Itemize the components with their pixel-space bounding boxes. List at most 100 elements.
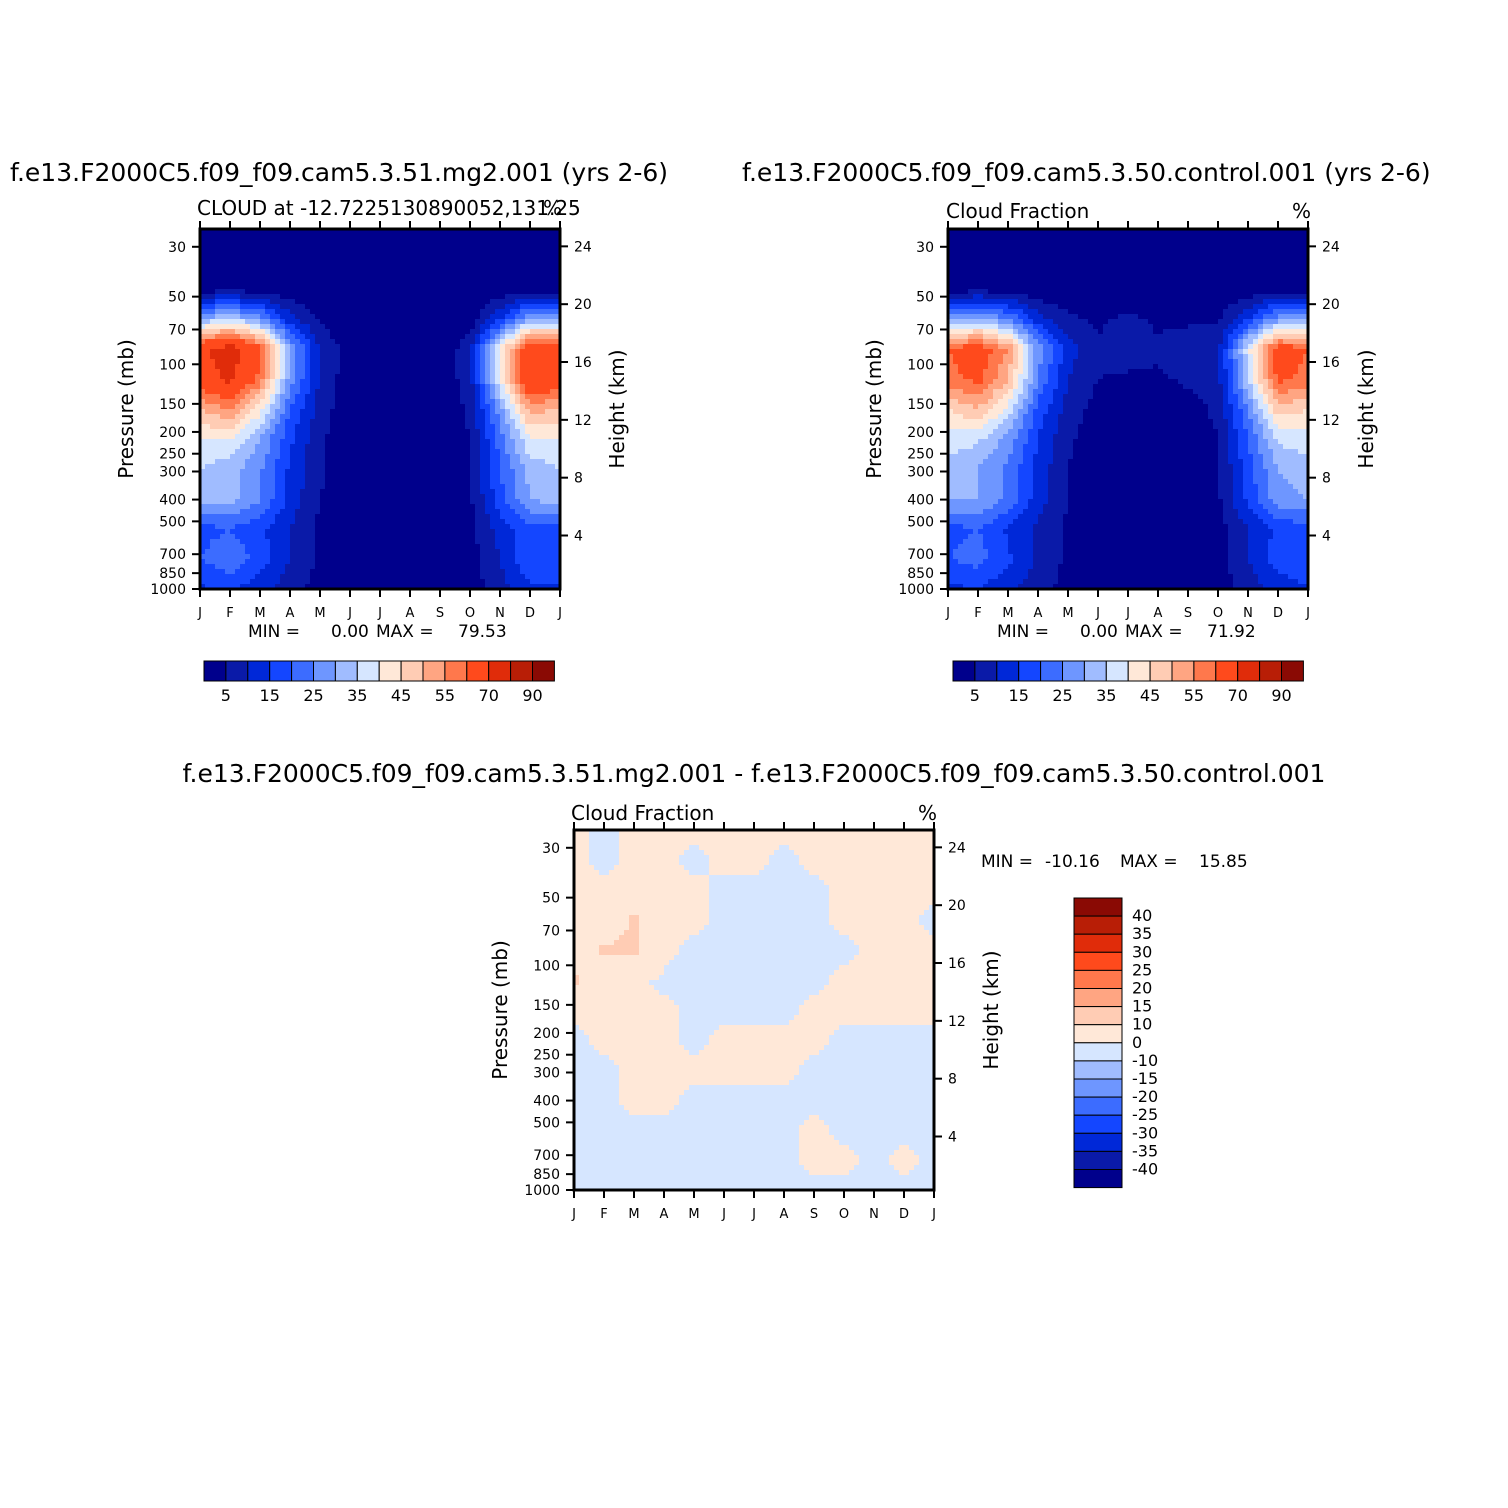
contour-cell	[490, 389, 496, 395]
contour-cell	[510, 234, 516, 240]
contour-cell	[345, 554, 351, 560]
contour-cell	[210, 429, 216, 435]
contour-cell	[290, 479, 296, 485]
contour-cell	[500, 309, 506, 315]
contour-cell	[350, 339, 356, 345]
contour-cell	[495, 459, 501, 465]
contour-cell	[540, 244, 546, 250]
contour-cell	[405, 464, 411, 470]
contour-cell	[530, 339, 536, 345]
contour-cell	[440, 409, 446, 415]
contour-cell	[365, 379, 371, 385]
contour-cell	[335, 394, 341, 400]
contour-cell	[245, 519, 251, 525]
contour-cell	[525, 464, 531, 470]
contour-cell	[365, 539, 371, 545]
contour-cell	[225, 259, 231, 265]
contour-cell	[495, 379, 501, 385]
contour-cell	[480, 469, 486, 475]
contour-cell	[440, 534, 446, 540]
contour-cell	[290, 374, 296, 380]
contour-cell	[280, 569, 286, 575]
contour-cell	[530, 514, 536, 520]
contour-cell	[520, 544, 526, 550]
contour-cell	[490, 524, 496, 530]
contour-cell	[425, 249, 431, 255]
contour-cell	[395, 284, 401, 290]
contour-cell	[380, 314, 386, 320]
contour-cell	[380, 559, 386, 565]
contour-cell	[525, 314, 531, 320]
contour-cell	[375, 399, 381, 405]
contour-cell	[230, 489, 236, 495]
contour-cell	[225, 414, 231, 420]
contour-cell	[245, 404, 251, 410]
contour-cell	[255, 404, 261, 410]
contour-cell	[485, 554, 491, 560]
contour-cell	[290, 519, 296, 525]
contour-cell	[225, 239, 231, 245]
contour-cell	[215, 364, 221, 370]
contour-cell	[375, 229, 381, 235]
contour-cell	[385, 454, 391, 460]
contour-cell	[310, 269, 316, 275]
contour-cell	[220, 419, 226, 425]
contour-cell	[285, 284, 291, 290]
contour-cell	[545, 299, 551, 305]
contour-cell	[225, 394, 231, 400]
contour-cell	[275, 559, 281, 565]
contour-cell	[340, 444, 346, 450]
contour-cell	[330, 229, 336, 235]
contour-cell	[300, 294, 306, 300]
contour-cell	[500, 434, 506, 440]
contour-cell	[225, 519, 231, 525]
contour-cell	[260, 254, 266, 260]
contour-cell	[350, 359, 356, 365]
contour-cell	[375, 269, 381, 275]
contour-cell	[200, 324, 206, 330]
contour-cell	[320, 484, 326, 490]
contour-cell	[390, 514, 396, 520]
contour-cell	[335, 279, 341, 285]
contour-cell	[225, 564, 231, 570]
contour-cell	[440, 569, 446, 575]
contour-cell	[470, 484, 476, 490]
contour-cell	[310, 379, 316, 385]
contour-cell	[265, 559, 271, 565]
contour-cell	[345, 469, 351, 475]
contour-cell	[555, 479, 561, 485]
contour-cell	[235, 364, 241, 370]
contour-cell	[540, 424, 546, 430]
contour-cell	[500, 249, 506, 255]
contour-cell	[280, 519, 286, 525]
contour-cell	[240, 414, 246, 420]
contour-cell	[490, 319, 496, 325]
contour-cell	[540, 564, 546, 570]
contour-cell	[490, 244, 496, 250]
contour-cell	[345, 434, 351, 440]
contour-cell	[530, 549, 536, 555]
contour-cell	[445, 374, 451, 380]
contour-cell	[555, 469, 561, 475]
contour-cell	[255, 369, 261, 375]
contour-cell	[265, 424, 271, 430]
contour-cell	[380, 359, 386, 365]
contour-cell	[275, 354, 281, 360]
contour-cell	[420, 334, 426, 340]
contour-cell	[485, 419, 491, 425]
contour-cell	[490, 309, 496, 315]
contour-cell	[360, 254, 366, 260]
contour-cell	[530, 504, 536, 510]
contour-cell	[205, 269, 211, 275]
contour-cell	[550, 444, 556, 450]
contour-cell	[300, 239, 306, 245]
contour-cell	[225, 449, 231, 455]
contour-cell	[485, 404, 491, 410]
contour-cell	[495, 449, 501, 455]
contour-cell	[540, 429, 546, 435]
contour-cell	[395, 494, 401, 500]
contour-cell	[355, 354, 361, 360]
contour-cell	[470, 279, 476, 285]
contour-cell	[280, 514, 286, 520]
contour-cell	[265, 509, 271, 515]
